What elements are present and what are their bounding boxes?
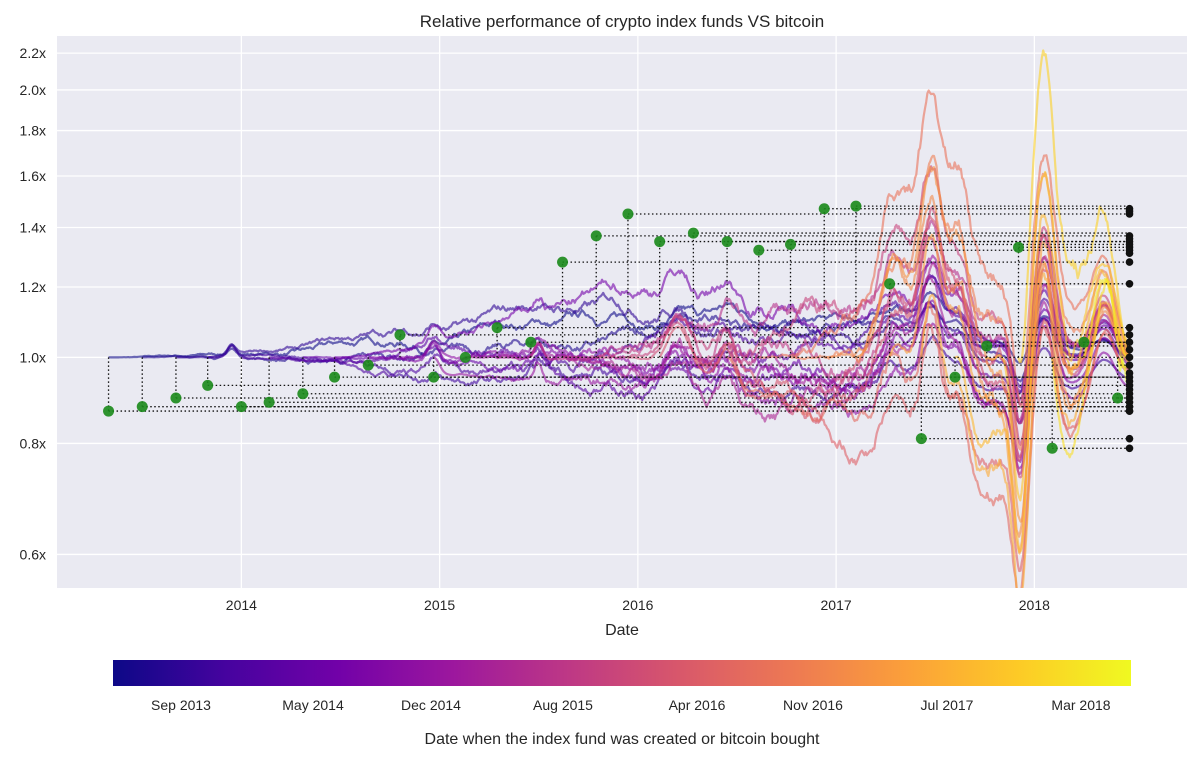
start-marker bbox=[1078, 336, 1090, 348]
x-tick-labels: 2014 2015 2016 2017 2018 bbox=[226, 597, 1050, 613]
y-tick-labels: 0.6x 0.8x 1.0x 1.2x 1.4x 1.6x 1.8x 2.0x 2.2x bbox=[20, 45, 46, 562]
start-marker bbox=[557, 256, 569, 268]
colorbar-tick-label: Apr 2016 bbox=[669, 697, 726, 713]
markers bbox=[103, 200, 1134, 454]
end-marker bbox=[1125, 234, 1134, 243]
start-marker bbox=[753, 244, 765, 256]
start-marker bbox=[202, 379, 214, 391]
end-marker bbox=[1125, 353, 1134, 362]
start-marker bbox=[721, 236, 733, 248]
start-marker bbox=[170, 392, 182, 404]
guide-lines bbox=[107, 205, 1131, 449]
fund-line bbox=[1017, 49, 1131, 364]
fund-line bbox=[790, 154, 1131, 451]
y-tick-label: 1.0x bbox=[20, 349, 46, 365]
start-marker bbox=[263, 396, 275, 408]
colorbar bbox=[113, 660, 1131, 686]
fund-line bbox=[1051, 278, 1130, 459]
colorbar-tick-label: Sep 2013 bbox=[151, 697, 211, 713]
x-tick-label: 2018 bbox=[1019, 597, 1050, 613]
end-marker bbox=[1125, 331, 1134, 339]
colorbar-tick-label: Jul 2017 bbox=[921, 697, 974, 713]
start-marker bbox=[136, 401, 148, 413]
y-tick-label: 2.0x bbox=[20, 82, 46, 98]
y-tick-label: 1.6x bbox=[20, 168, 46, 184]
end-marker bbox=[1125, 361, 1134, 369]
start-marker bbox=[491, 322, 503, 334]
fund-line bbox=[334, 260, 1131, 406]
start-marker bbox=[981, 340, 993, 352]
y-tick-label: 1.8x bbox=[20, 123, 46, 139]
end-marker bbox=[1125, 280, 1134, 288]
colorbar-tick-label: Nov 2016 bbox=[783, 697, 843, 713]
start-marker bbox=[654, 236, 666, 248]
start-marker bbox=[1112, 392, 1124, 404]
x-axis-label: Date bbox=[605, 622, 639, 639]
end-marker bbox=[1125, 246, 1134, 255]
start-marker bbox=[362, 359, 374, 371]
x-tick-label: 2016 bbox=[622, 597, 653, 613]
end-marker bbox=[1125, 434, 1134, 443]
start-marker bbox=[525, 336, 537, 348]
end-marker bbox=[1125, 240, 1134, 249]
fund-line bbox=[986, 171, 1131, 502]
start-marker bbox=[459, 351, 471, 363]
y-tick-label: 1.2x bbox=[20, 279, 46, 295]
start-marker bbox=[1046, 442, 1058, 454]
y-tick-label: 0.6x bbox=[20, 546, 46, 562]
fund-line bbox=[954, 213, 1131, 554]
start-marker bbox=[949, 371, 961, 383]
start-marker bbox=[329, 371, 341, 383]
y-tick-label: 2.2x bbox=[20, 45, 46, 61]
end-marker bbox=[1125, 444, 1134, 453]
start-marker bbox=[428, 371, 440, 383]
start-marker bbox=[850, 200, 862, 212]
x-tick-label: 2015 bbox=[424, 597, 455, 613]
end-marker bbox=[1125, 407, 1134, 415]
start-marker bbox=[235, 401, 247, 413]
start-marker bbox=[622, 208, 634, 220]
x-tick-label: 2017 bbox=[821, 597, 852, 613]
y-tick-label: 0.8x bbox=[20, 435, 46, 451]
y-tick-label: 1.4x bbox=[20, 220, 46, 236]
start-marker bbox=[915, 433, 927, 445]
fund-line bbox=[175, 291, 1131, 394]
end-marker bbox=[1125, 207, 1134, 216]
start-marker bbox=[103, 405, 115, 417]
start-marker bbox=[590, 230, 602, 242]
colorbar-tick-label: Dec 2014 bbox=[401, 697, 461, 713]
start-marker bbox=[297, 388, 309, 400]
colorbar-label: Date when the index fund was created or … bbox=[425, 731, 820, 748]
start-marker bbox=[884, 278, 896, 290]
colorbar-tick-label: Mar 2018 bbox=[1051, 697, 1110, 713]
start-marker bbox=[687, 227, 699, 239]
start-marker bbox=[818, 203, 830, 215]
fund-line bbox=[758, 89, 1131, 408]
end-marker bbox=[1125, 258, 1134, 266]
end-marker bbox=[1125, 377, 1134, 386]
start-marker bbox=[1012, 241, 1024, 253]
x-tick-label: 2014 bbox=[226, 597, 257, 613]
end-marker bbox=[1125, 323, 1134, 332]
end-marker bbox=[1125, 338, 1134, 347]
colorbar-tick-label: Aug 2015 bbox=[533, 697, 593, 713]
chart-title: Relative performance of crypto index fun… bbox=[420, 12, 824, 31]
end-marker bbox=[1125, 369, 1134, 377]
end-marker bbox=[1125, 345, 1134, 354]
colorbar-tick-labels: Sep 2013 May 2014 Dec 2014 Aug 2015 Apr 2016… bbox=[151, 697, 1111, 713]
colorbar-tick-label: May 2014 bbox=[282, 697, 344, 713]
start-marker bbox=[785, 238, 797, 250]
start-marker bbox=[394, 329, 406, 341]
